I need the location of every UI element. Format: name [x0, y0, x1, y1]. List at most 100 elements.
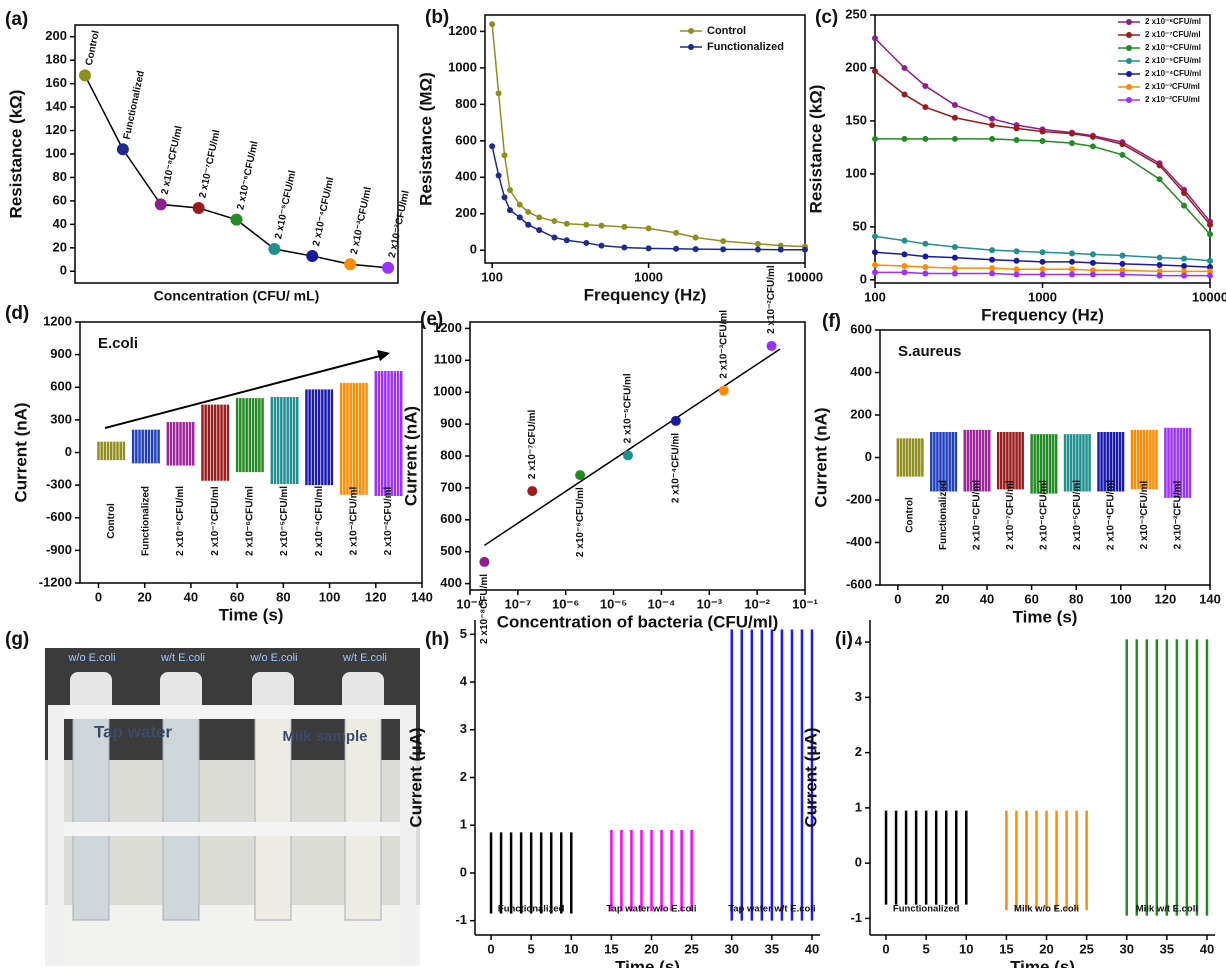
line: [875, 138, 1211, 235]
point-label: 2 x10⁻⁶CFU/ml: [235, 140, 260, 211]
burst-label: 2 x10⁻⁷CFU/ml: [210, 486, 221, 556]
x-axis-label: Frequency (Hz): [584, 285, 707, 304]
y-tick-label: 0: [855, 855, 862, 870]
burst-label: 2 x10⁻⁸CFU/ml: [175, 486, 186, 556]
point: [382, 261, 394, 274]
y-tick-label: 2: [460, 769, 467, 784]
fit-line: [483, 348, 781, 546]
y-tick-label: 0: [860, 271, 867, 286]
y-tick-label: 2: [855, 744, 862, 759]
burst: [1125, 639, 1209, 916]
x-tick-label: 15: [604, 941, 618, 956]
point: [951, 243, 958, 250]
point: [230, 213, 243, 226]
point: [1039, 266, 1046, 273]
point: [872, 261, 878, 268]
x-axis-label: Time (s): [219, 605, 284, 624]
y-tick-label: -300: [46, 477, 72, 492]
y-tick-label: 700: [440, 479, 462, 494]
point: [116, 143, 129, 156]
point: [1119, 252, 1126, 259]
x-axis-label: Time (s): [615, 957, 680, 968]
burst: [305, 389, 334, 486]
burst-label: Functionalized: [140, 486, 151, 556]
point: [506, 207, 513, 214]
burst-label: 2 x10⁻⁷CFU/ml: [1005, 480, 1016, 550]
point: [551, 234, 558, 241]
burst-label: Functionalized: [893, 904, 960, 915]
y-tick-label: 120: [45, 122, 67, 137]
y-tick-label: 3: [855, 689, 862, 704]
point: [989, 256, 996, 263]
panel-label: (c): [815, 7, 838, 28]
legend-label: 2 x10⁻⁸CFU/ml: [1145, 17, 1201, 26]
legend-marker: [688, 44, 694, 50]
y-tick-label: 180: [45, 52, 67, 67]
point: [670, 415, 681, 426]
x-tick-label: 40: [980, 591, 994, 606]
y-axis-label: Current (μA): [801, 727, 820, 827]
cap: [342, 672, 384, 712]
point: [1013, 125, 1020, 132]
point: [1207, 268, 1213, 275]
point: [1181, 263, 1188, 270]
plot-frame: [484, 14, 806, 264]
x-tick-label: 20: [1039, 941, 1053, 956]
tube-label: w/t E.coli: [160, 652, 205, 664]
legend-marker: [1126, 19, 1132, 25]
x-tick-label: 120: [1155, 591, 1177, 606]
x-tick-label: 10⁻⁵: [600, 596, 627, 611]
point: [922, 82, 929, 89]
tube: [254, 709, 292, 921]
y-tick-label: 400: [850, 364, 872, 379]
point: [1039, 128, 1046, 135]
y-tick-label: 5: [460, 626, 467, 641]
point: [306, 250, 319, 263]
burst-label: 2 x10⁻⁴CFU/ml: [1105, 480, 1116, 550]
y-tick-label: -600: [46, 509, 72, 524]
x-tick-label: 10: [959, 941, 973, 956]
point: [901, 135, 908, 142]
point: [989, 247, 996, 254]
point: [1068, 140, 1075, 147]
point: [536, 214, 543, 221]
rack-post: [400, 705, 416, 965]
legend-label: 2 x10⁻⁷CFU/ml: [1145, 30, 1201, 39]
point: [720, 238, 727, 245]
x-tick-label: 1000: [1028, 289, 1057, 304]
y-tick-label: 50: [853, 218, 867, 233]
burst-label: 2 x10⁻²CFU/ml: [383, 486, 394, 555]
x-tick-label: 5: [528, 941, 535, 956]
burst: [996, 432, 1024, 490]
y-tick-label: 600: [50, 379, 72, 394]
point: [1181, 189, 1188, 196]
point: [621, 223, 628, 230]
burst-label: Tap water w/o E.coli: [606, 904, 696, 915]
point: [872, 249, 878, 256]
y-axis-label: Current (nA): [401, 406, 420, 506]
y-tick-label: 800: [440, 447, 462, 462]
legend-label: 2 x10⁻³CFU/ml: [1145, 82, 1200, 91]
point: [951, 135, 958, 142]
x-tick-label: 60: [230, 589, 244, 604]
x-tick-label: 140: [411, 589, 433, 604]
point: [718, 385, 729, 396]
cap: [70, 672, 112, 712]
annotation: S.aureus: [898, 343, 961, 360]
y-tick-label: 0: [470, 242, 477, 257]
y-tick-label: 900: [440, 416, 462, 431]
y-tick-label: 160: [45, 75, 67, 90]
y-tick-label: 200: [45, 28, 67, 43]
y-tick-label: 1000: [448, 59, 477, 74]
point: [673, 229, 680, 236]
x-tick-label: 30: [1120, 941, 1134, 956]
point: [872, 35, 878, 42]
burst-label: Functionalized: [498, 904, 565, 915]
y-tick-label: 400: [440, 575, 462, 590]
point: [901, 251, 908, 258]
point: [525, 208, 532, 215]
point: [1068, 266, 1075, 273]
x-axis-label: Time (s): [1013, 607, 1078, 626]
point: [989, 265, 996, 272]
point: [1207, 272, 1213, 279]
